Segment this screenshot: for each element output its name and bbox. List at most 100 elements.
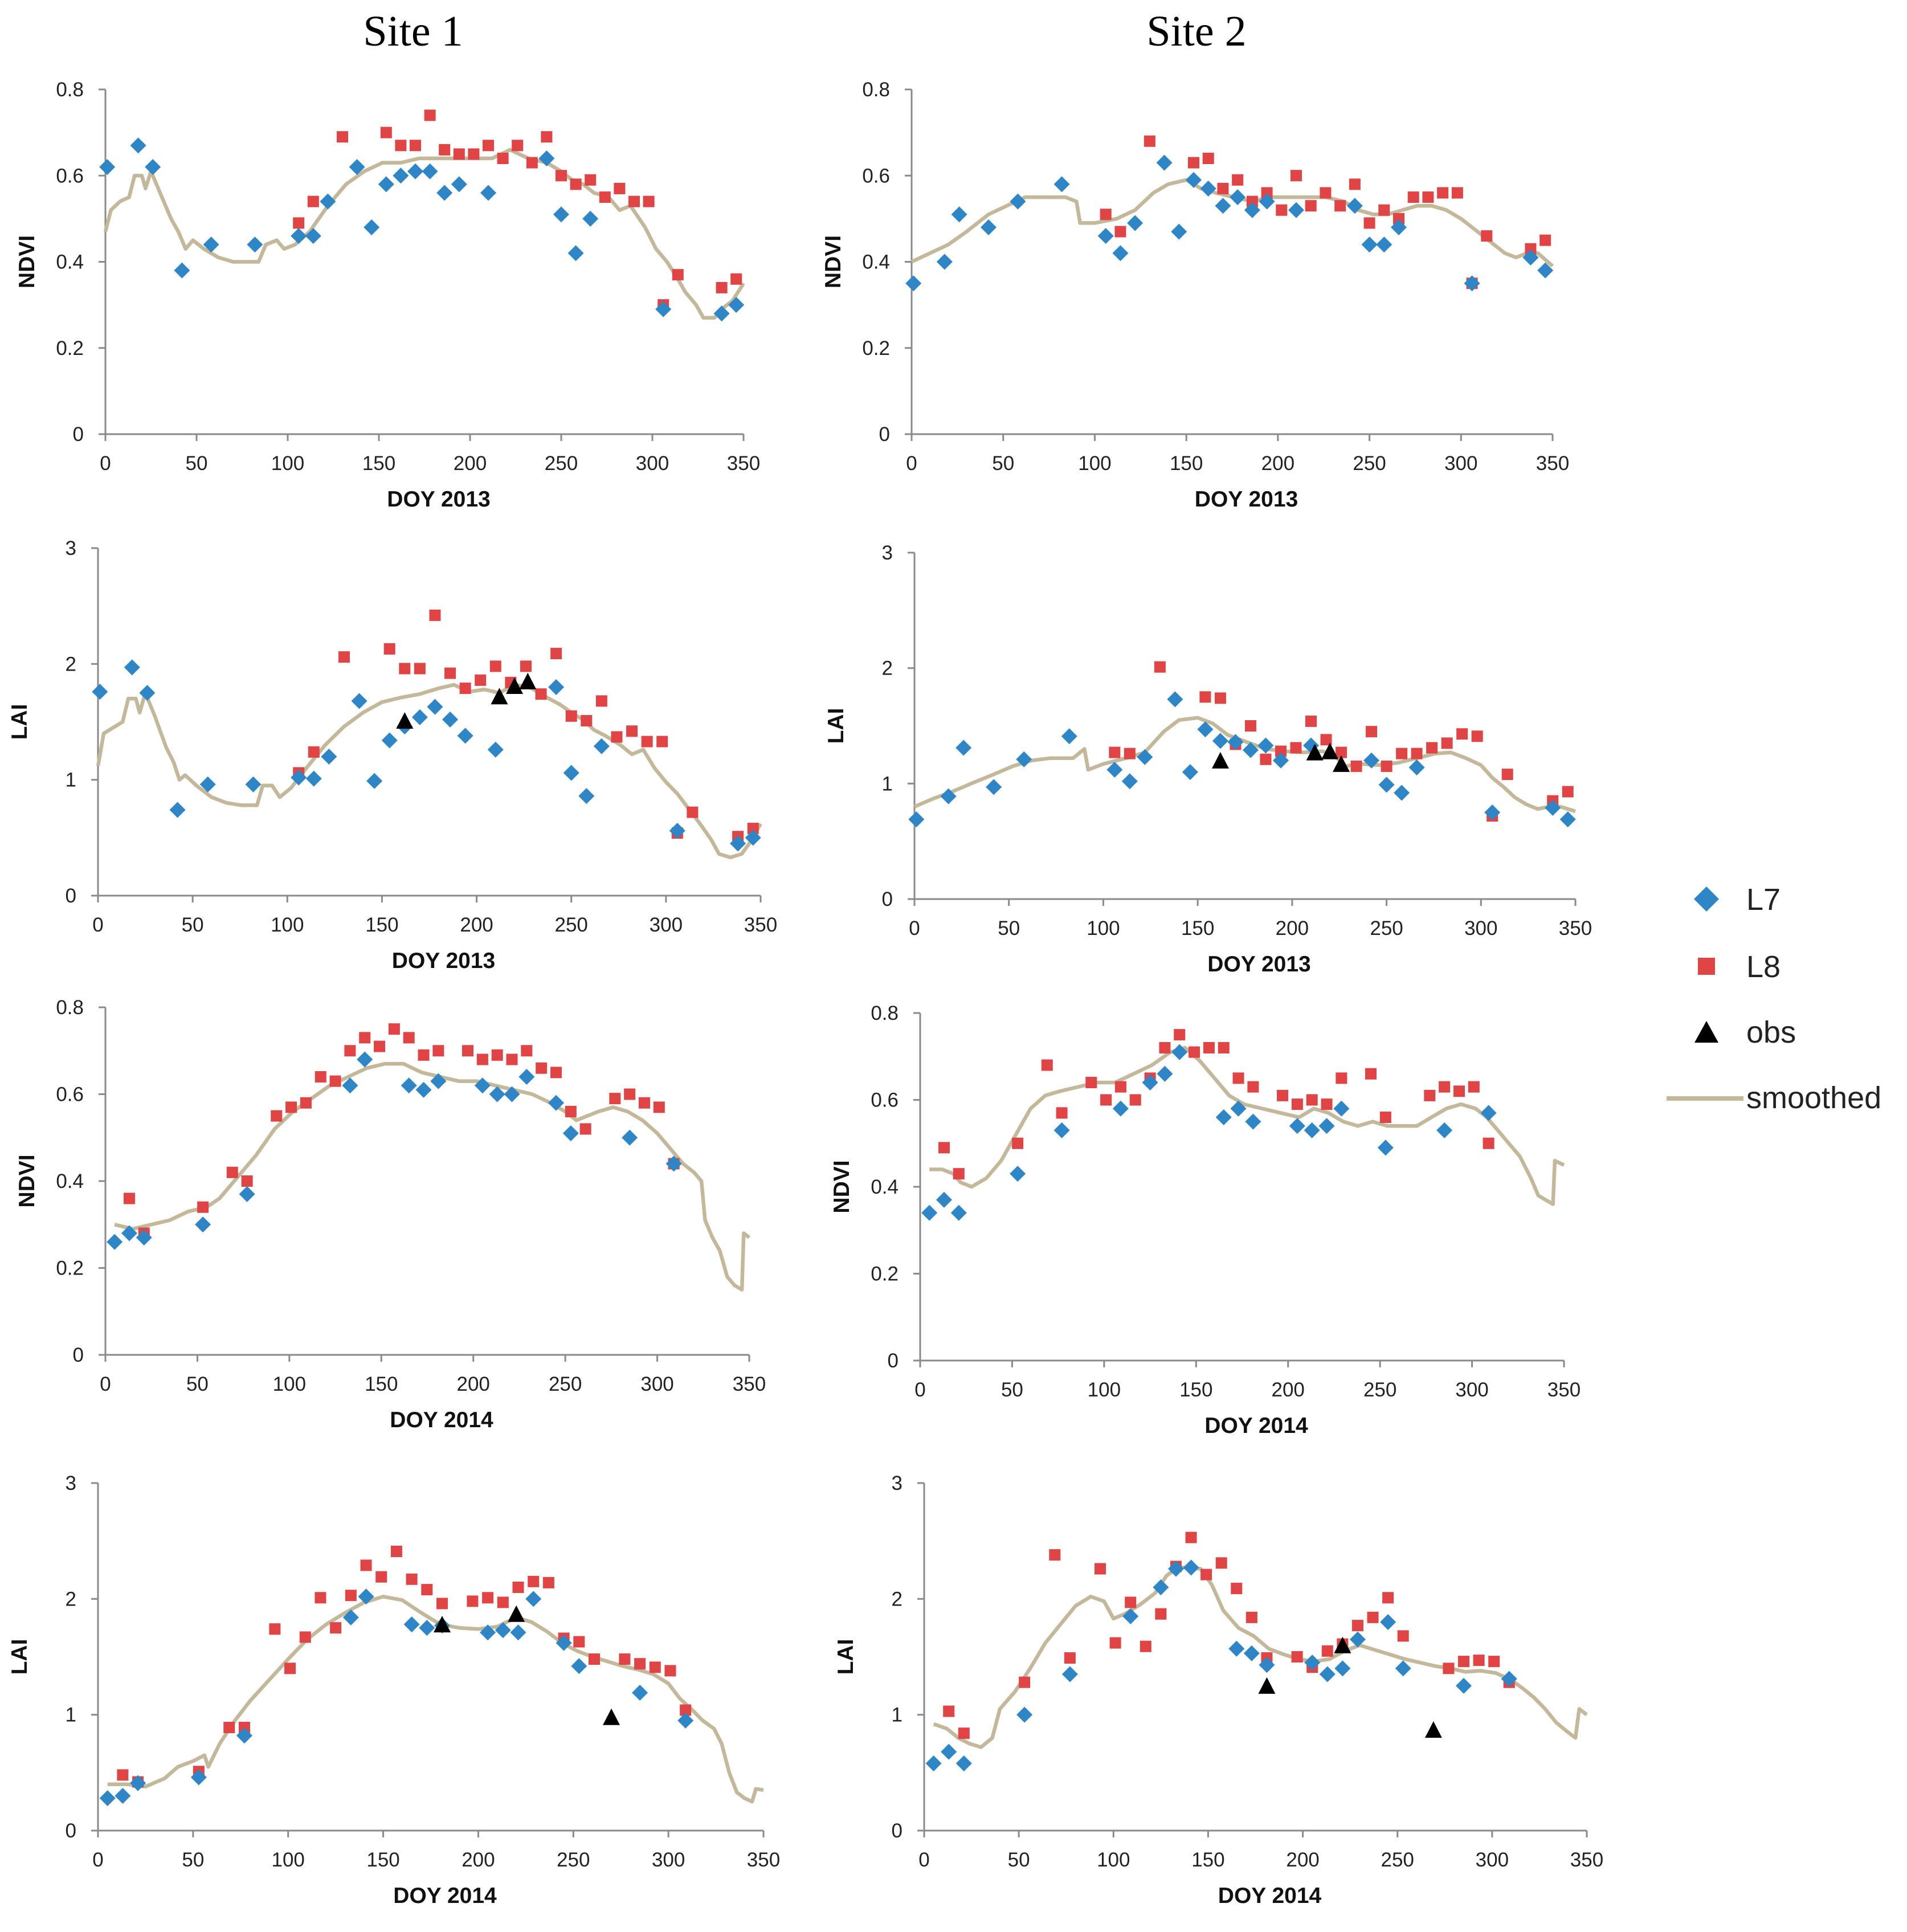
l7-point xyxy=(139,685,156,701)
obs-point xyxy=(603,1708,620,1725)
obs-point xyxy=(1333,755,1350,772)
l7-point xyxy=(1243,1645,1260,1661)
ytick-label: 0 xyxy=(888,1350,899,1372)
ytick-label: 0.6 xyxy=(56,1084,84,1106)
l7-point xyxy=(422,163,438,179)
l8-point xyxy=(238,1722,250,1734)
l8-point xyxy=(611,731,623,743)
xtick-label: 100 xyxy=(271,452,304,475)
l7-point xyxy=(1106,762,1123,778)
obs-point xyxy=(1211,751,1229,769)
l7-point xyxy=(236,1727,252,1744)
l8-point xyxy=(521,1045,533,1057)
xtick-label: 150 xyxy=(362,452,395,475)
l7-point xyxy=(1171,223,1187,240)
l8-point xyxy=(1422,191,1434,203)
l7-point xyxy=(1228,1640,1245,1657)
l7-point xyxy=(1361,236,1378,253)
l7-point xyxy=(1537,262,1554,279)
l7-point xyxy=(1480,1105,1497,1121)
l8-point xyxy=(1562,786,1574,798)
ytick-label: 0 xyxy=(66,885,76,907)
l8-point xyxy=(1366,726,1378,738)
l8-point xyxy=(1232,1072,1244,1084)
l8-point xyxy=(383,643,395,655)
l7-point xyxy=(622,1129,638,1146)
l7-point xyxy=(1391,219,1407,235)
l7-point xyxy=(1380,1614,1396,1630)
l7-point xyxy=(936,1191,952,1208)
l8-point xyxy=(482,1592,494,1604)
l8-point xyxy=(414,663,426,675)
l8-point xyxy=(399,663,411,675)
l8-point xyxy=(1155,1608,1167,1620)
l8-point xyxy=(730,273,742,285)
xtick-label: 350 xyxy=(1570,1849,1603,1871)
l8-point xyxy=(374,1040,386,1052)
l8-point xyxy=(1468,1081,1480,1093)
xtick-label: 350 xyxy=(727,452,760,475)
l7-point xyxy=(364,219,380,235)
l7-point xyxy=(457,728,473,744)
l7-point xyxy=(351,693,367,709)
l7-point xyxy=(92,684,108,700)
l7-point xyxy=(981,219,997,235)
l8-point xyxy=(656,736,668,748)
xtick-label: 100 xyxy=(1088,1379,1121,1401)
l8-point xyxy=(424,109,436,121)
obs-point xyxy=(519,672,537,689)
l7-point xyxy=(1053,176,1070,193)
l7-point xyxy=(411,709,428,725)
l8-point xyxy=(653,1101,665,1113)
l7-point xyxy=(1010,1166,1026,1182)
xtick-label: 150 xyxy=(1191,1849,1224,1871)
l8-point xyxy=(953,1168,965,1180)
l7-point xyxy=(1167,1561,1184,1577)
xtick-label: 100 xyxy=(1087,917,1120,940)
x-axis-label: DOY 2013 xyxy=(392,949,495,973)
axes-s2-ndvi-2013 xyxy=(910,89,1553,435)
l8-point xyxy=(570,178,582,190)
l8-point xyxy=(1174,1029,1186,1041)
l7-point xyxy=(1378,777,1395,793)
l7-point xyxy=(401,1077,417,1094)
l7-point xyxy=(905,275,922,292)
xtick-label: 350 xyxy=(1536,452,1569,475)
l7-point xyxy=(1010,193,1026,210)
l8-point xyxy=(1109,1637,1121,1649)
l7-point xyxy=(632,1685,648,1701)
l8-point xyxy=(345,1590,357,1602)
l8-point xyxy=(581,714,593,726)
l8-point xyxy=(1306,1094,1318,1106)
obs-point xyxy=(1321,742,1339,759)
l7-point xyxy=(195,1216,211,1233)
site-2-title: Site 2 xyxy=(1146,7,1246,55)
l8-point xyxy=(512,140,524,152)
l8-point xyxy=(315,1592,326,1604)
xtick-label: 100 xyxy=(272,1849,305,1871)
x-axis-label: DOY 2013 xyxy=(387,487,490,512)
l8-point xyxy=(1458,1656,1470,1668)
l8-point xyxy=(1056,1107,1068,1119)
l8-point xyxy=(1471,730,1483,742)
l7-point xyxy=(342,1077,358,1094)
l7-point xyxy=(1242,742,1259,758)
l8-point xyxy=(330,1622,342,1634)
l7-point xyxy=(1053,1122,1070,1138)
xtick-label: 150 xyxy=(366,1849,399,1871)
ytick-label: 0 xyxy=(66,1820,76,1842)
l7-point xyxy=(1349,1631,1366,1648)
ytick-label: 0.8 xyxy=(56,79,84,101)
l7-point xyxy=(669,823,685,839)
l8-point xyxy=(444,667,456,679)
l7-point xyxy=(950,1204,967,1221)
x-axis-label: DOY 2014 xyxy=(390,1408,493,1432)
ytick-label: 0 xyxy=(73,1344,84,1366)
l8-point xyxy=(406,1573,418,1585)
l7-point xyxy=(1288,202,1304,218)
l8-point xyxy=(1291,1651,1303,1663)
l8-point xyxy=(958,1727,970,1739)
panel-s2-lai-2013: 0 1 2 3 0 50 100 150 200 250 300 350 DOY 2013 LAI xyxy=(824,542,1592,977)
l7-point xyxy=(1182,764,1198,781)
xtick-label: 100 xyxy=(271,914,304,936)
